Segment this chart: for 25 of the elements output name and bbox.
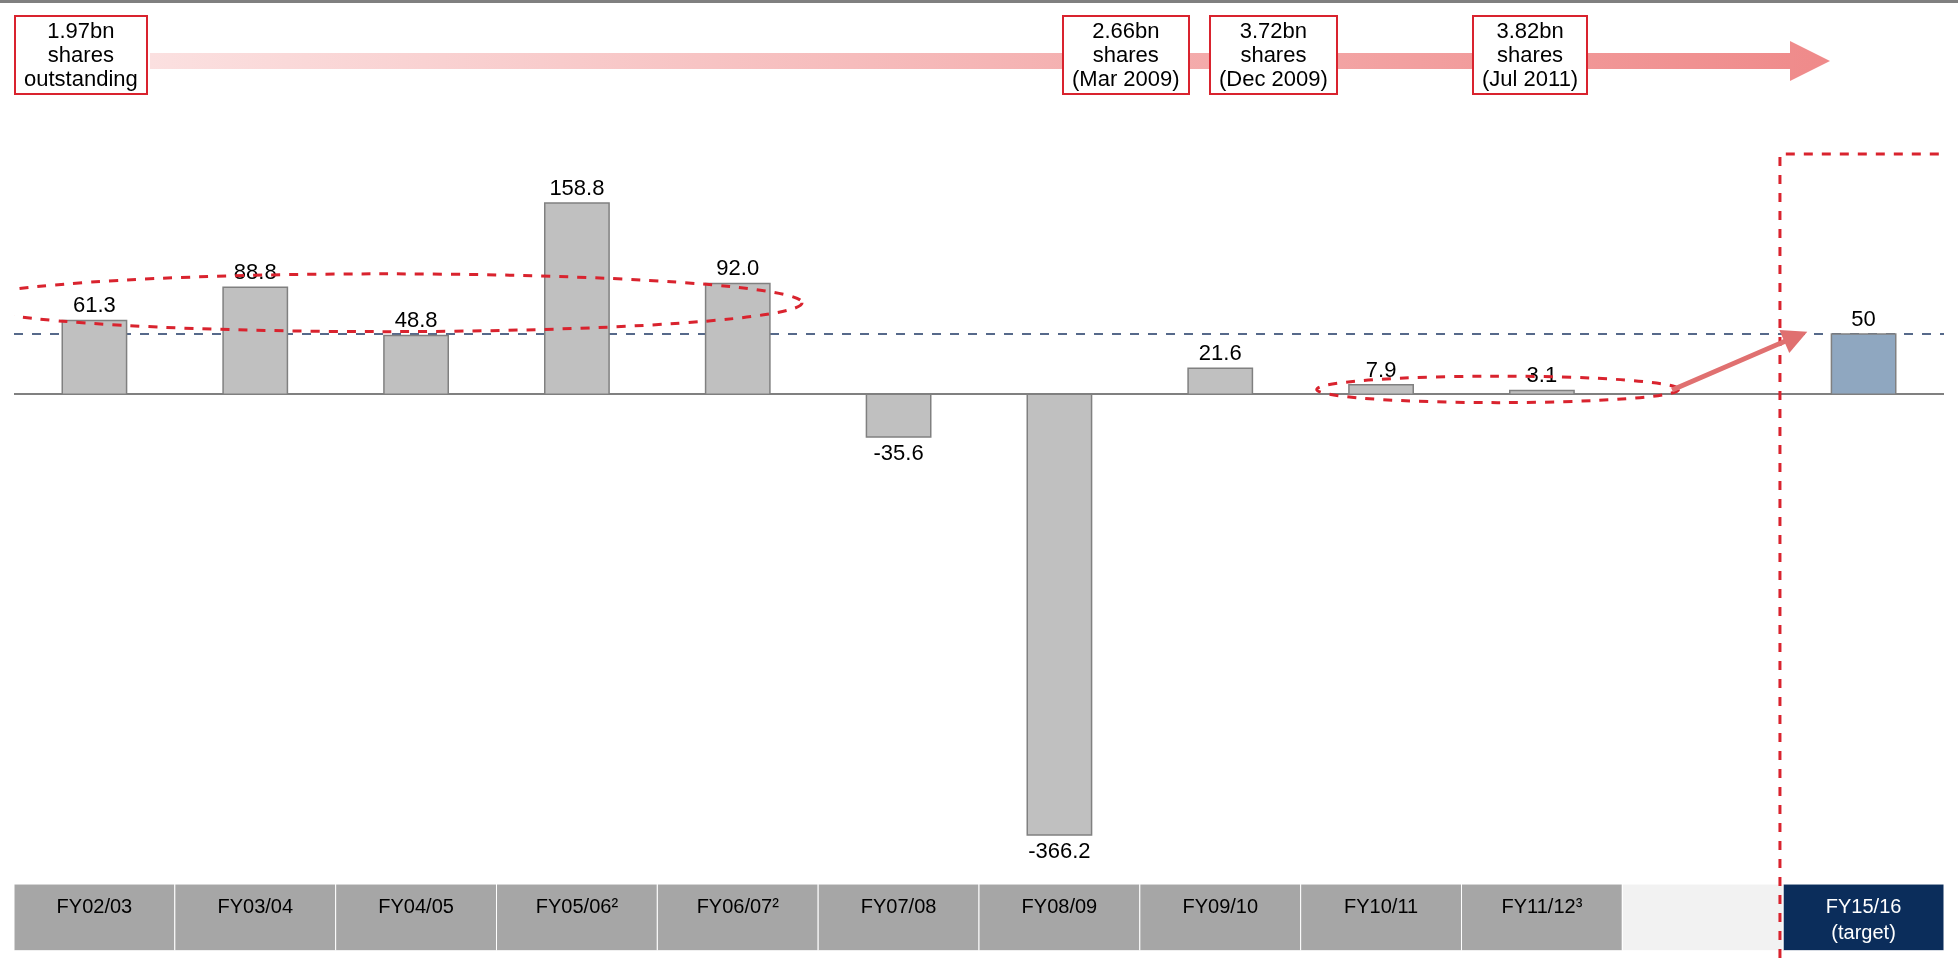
data-label: -366.2 (1028, 837, 1091, 863)
data-label: 92.0 (716, 255, 760, 281)
text: 2.66bn shares (Mar 2009) (1062, 15, 1190, 95)
x-tick-label: FY03/04 (217, 895, 294, 917)
x-tick-label: FY15/16 (target) (1825, 895, 1902, 943)
data-label: -35.6 (873, 440, 924, 466)
x-tick-label: FY09/10 (1182, 895, 1259, 917)
x-tick-label: FY04/05 (378, 895, 454, 917)
data-label: 48.8 (394, 307, 438, 333)
x-tick-label: FY08/09 (1021, 895, 1098, 917)
x-tick-label: FY05/06² (535, 895, 619, 917)
text: 3.72bn shares (Dec 2009) (1209, 15, 1338, 95)
data-label: 3.1 (1526, 362, 1558, 388)
x-tick-label: FY11/12³ (1501, 895, 1583, 917)
x-tick-label: FY02/03 (56, 895, 133, 917)
x-tick-label: FY06/07² (696, 895, 780, 917)
data-label: 158.8 (549, 175, 605, 201)
x-tick-label: FY10/11 (1344, 895, 1419, 917)
data-label: 50 (1851, 306, 1876, 332)
text: 3.82bn shares (Jul 2011) (1472, 15, 1589, 95)
data-label: 7.9 (1365, 356, 1397, 382)
x-tick-label: FY07/08 (860, 895, 937, 917)
text: 1.97bn shares outstanding (14, 15, 148, 95)
data-label: 61.3 (73, 292, 116, 318)
data-label: 21.6 (1198, 340, 1242, 366)
